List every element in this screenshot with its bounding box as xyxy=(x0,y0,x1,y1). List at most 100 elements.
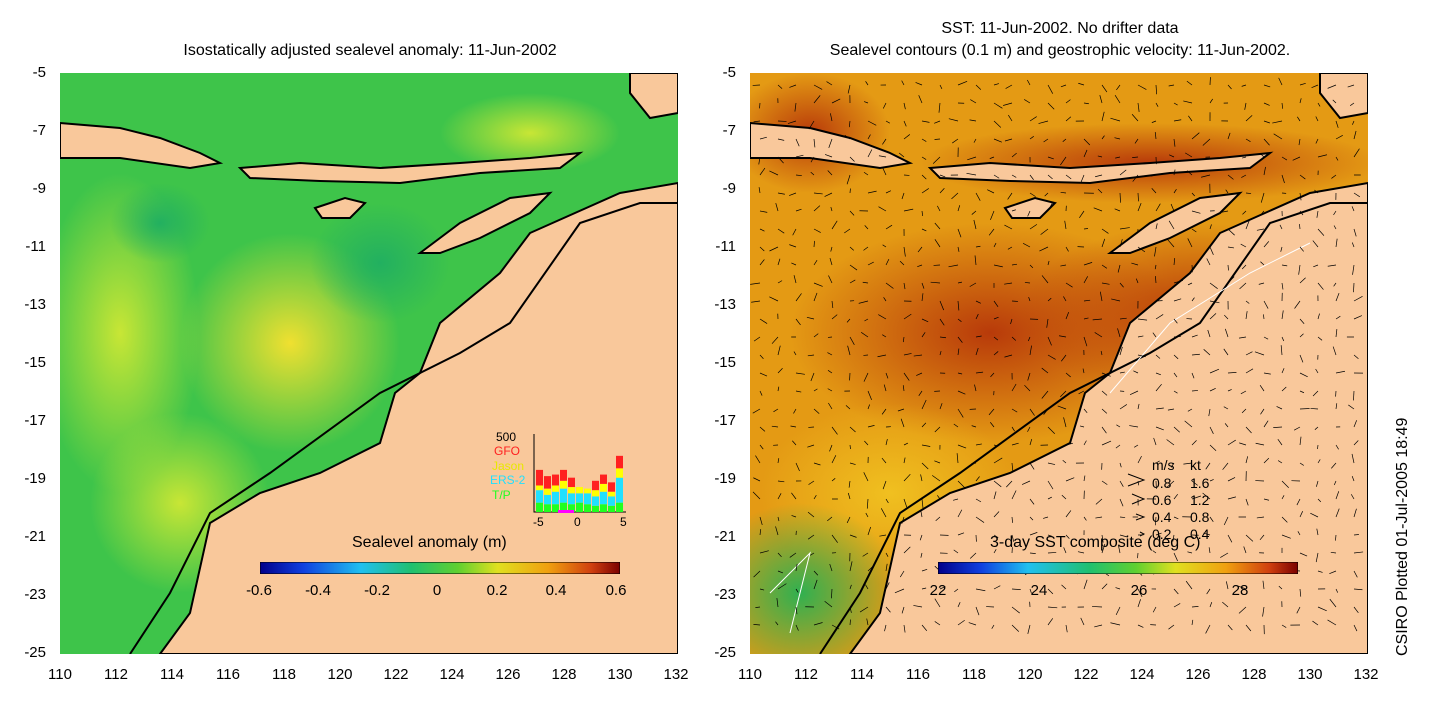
velocity-arrow xyxy=(813,95,821,104)
velocity-arrow xyxy=(849,561,853,572)
velocity-arrow xyxy=(1083,262,1093,266)
inset-bar-gfo xyxy=(608,482,615,492)
velocity-arrow xyxy=(1155,383,1162,392)
velocity-arrow xyxy=(1078,82,1085,86)
right-x-tick: 118 xyxy=(962,666,986,683)
velocity-arrow xyxy=(1330,551,1337,554)
velocity-arrow xyxy=(993,316,999,320)
velocity-arrow xyxy=(1097,155,1103,158)
velocity-arrow xyxy=(957,408,964,418)
velocity-arrow xyxy=(1353,148,1360,158)
velocity-arrow xyxy=(975,588,986,592)
velocity-arrow xyxy=(1209,246,1214,255)
velocity-arrow xyxy=(1263,120,1271,124)
velocity-arrow xyxy=(807,444,815,448)
velocity-arrow xyxy=(1101,390,1108,396)
velocity-arrow xyxy=(1137,599,1141,608)
inset-bar-ers2 xyxy=(560,488,567,503)
velocity-arrow xyxy=(1353,192,1361,198)
velocity-arrow xyxy=(903,120,907,127)
velocity-arrow xyxy=(1332,99,1337,104)
velocity-arrow xyxy=(1077,551,1085,554)
velocity-arrow xyxy=(1299,511,1304,518)
inset-x-tick: -5 xyxy=(533,515,544,529)
velocity-arrow xyxy=(1223,348,1229,356)
velocity-arrow xyxy=(957,281,963,284)
velocity-arrow xyxy=(1259,534,1265,541)
velocity-arrow xyxy=(1047,496,1053,500)
velocity-arrow xyxy=(966,172,977,176)
velocity-arrow xyxy=(795,293,802,302)
velocity-arrow xyxy=(1245,624,1252,632)
velocity-arrow xyxy=(1011,408,1018,413)
velocity-arrow xyxy=(993,351,999,356)
velocity-arrow xyxy=(755,455,761,464)
inset-bar-gfo xyxy=(552,474,559,486)
velocity-arrow xyxy=(975,313,979,320)
velocity-arrow xyxy=(1101,534,1104,543)
velocity-arrow xyxy=(1062,459,1067,464)
velocity-arrow xyxy=(1119,371,1125,374)
velocity-arrow xyxy=(1224,314,1229,320)
velocity-arrow xyxy=(1281,174,1285,184)
velocity-arrow xyxy=(1327,84,1337,89)
velocity-arrow xyxy=(903,473,911,482)
velocity-arrow xyxy=(1183,100,1193,104)
velocity-arrow xyxy=(1027,624,1031,634)
velocity-arrow xyxy=(1187,282,1193,286)
velocity-arrow xyxy=(948,264,959,268)
velocity-arrow xyxy=(1173,516,1179,520)
velocity-arrow xyxy=(921,568,928,572)
velocity-arrow xyxy=(1242,210,1247,215)
velocity-arrow xyxy=(777,156,784,164)
velocity-arrow xyxy=(1154,246,1157,257)
velocity-arrow xyxy=(885,563,888,572)
velocity-arrow xyxy=(1220,552,1229,558)
velocity-arrow xyxy=(789,192,797,196)
velocity-arrow xyxy=(759,228,765,232)
velocity-arrow xyxy=(789,244,797,248)
velocity-arrow xyxy=(807,534,815,540)
velocity-arrow xyxy=(1278,77,1283,86)
velocity-arrow xyxy=(993,300,999,307)
velocity-arrow xyxy=(897,408,905,412)
velocity-arrow xyxy=(1335,315,1341,320)
sst-colorbar-tick: 28 xyxy=(1231,582,1249,599)
velocity-arrow xyxy=(1227,439,1236,446)
velocity-arrow xyxy=(1119,346,1123,356)
velocity-arrow xyxy=(769,170,779,176)
velocity-arrow xyxy=(930,281,941,284)
velocity-arrow xyxy=(957,390,966,395)
velocity-arrow xyxy=(1029,498,1035,505)
velocity-arrow xyxy=(1351,453,1355,464)
velocity-arrow xyxy=(1263,241,1270,248)
velocity-arrow xyxy=(1119,480,1124,487)
velocity-arrow xyxy=(1065,312,1070,320)
velocity-arrow xyxy=(849,606,852,613)
velocity-arrow xyxy=(1110,117,1121,122)
velocity-arrow xyxy=(1119,534,1128,538)
velocity-arrow xyxy=(1299,277,1306,284)
velocity-arrow xyxy=(787,120,797,124)
velocity-arrow xyxy=(813,622,823,626)
velocity-arrow xyxy=(1353,440,1359,446)
velocity-arrow xyxy=(921,174,927,180)
velocity-arrow xyxy=(1060,191,1067,194)
velocity-arrow xyxy=(1092,318,1103,321)
velocity-arrow xyxy=(918,95,923,104)
velocity-arrow xyxy=(777,280,783,284)
velocity-arrow xyxy=(1238,336,1247,339)
velocity-arrow xyxy=(1151,120,1157,123)
velocity-arrow xyxy=(1205,462,1211,470)
velocity-arrow xyxy=(795,138,800,147)
velocity-legend-kt: 0.4 xyxy=(1190,526,1210,542)
velocity-arrow xyxy=(1038,120,1049,124)
velocity-arrow xyxy=(1315,116,1319,122)
right-y-tick: -19 xyxy=(714,470,736,487)
velocity-arrow xyxy=(1353,354,1359,359)
velocity-arrow xyxy=(1029,408,1035,416)
velocity-arrow xyxy=(807,511,815,518)
velocity-arrow xyxy=(993,585,1001,590)
velocity-arrow xyxy=(1317,282,1324,290)
velocity-legend-ms: 0.2 xyxy=(1152,526,1172,542)
